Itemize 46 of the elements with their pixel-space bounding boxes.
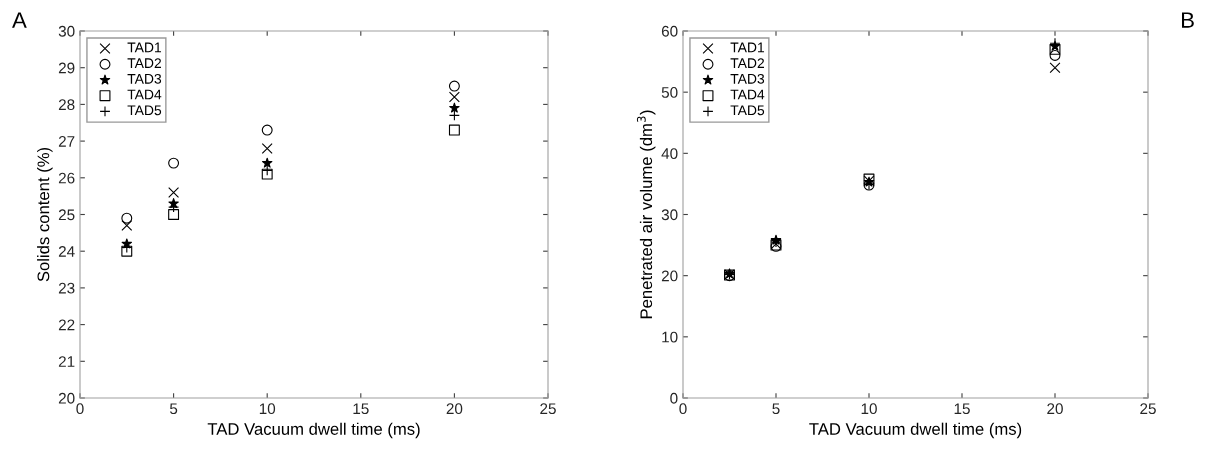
- x-tick-label: 15: [954, 403, 970, 415]
- y-tick-label: 23: [58, 282, 75, 294]
- x-tick-label: 0: [76, 403, 84, 415]
- legend-label: TAD1: [127, 42, 162, 53]
- text: A: [12, 12, 27, 28]
- y-tick-label: 60: [661, 25, 678, 37]
- legend-label: TAD3: [730, 73, 765, 84]
- legend-label: TAD5: [127, 105, 162, 116]
- y-tick-label: 21: [58, 356, 75, 367]
- x-tick-label: 5: [169, 403, 178, 415]
- legend-label: TAD2: [730, 58, 764, 68]
- x-axis-title: TAD Vacuum dwell time (ms): [207, 422, 420, 439]
- legend-label: TAD4: [730, 89, 765, 100]
- x-tick-label: 25: [1140, 403, 1156, 415]
- y-tick-label: 29: [58, 62, 75, 74]
- legend-label: TAD1: [730, 42, 765, 53]
- y-tick-label: 22: [58, 319, 75, 331]
- y-tick-label: 10: [662, 331, 678, 343]
- legend-label: TAD3: [127, 73, 162, 84]
- legend-label: TAD2: [127, 58, 161, 68]
- y-tick-label: 25: [58, 209, 75, 221]
- y-tick-label: 20: [661, 270, 678, 282]
- x-tick-label: 10: [861, 403, 877, 415]
- legend-label: TAD4: [127, 89, 162, 100]
- legend-label: TAD5: [730, 105, 765, 116]
- y-axis-title: Penetrated air volume (dm$^{3}$): [636, 110, 656, 319]
- y-tick-label: 50: [661, 87, 678, 98]
- x-tick-label: 20: [1047, 403, 1063, 415]
- y-tick-label: 27: [58, 135, 75, 147]
- y-tick-label: 40: [661, 148, 678, 160]
- y-tick-label: 30: [661, 209, 678, 221]
- x-tick-label: 5: [772, 403, 780, 415]
- text: B: [1182, 12, 1194, 28]
- x-tick-label: 15: [353, 403, 369, 415]
- x-tick-label: 10: [259, 403, 276, 415]
- x-tick-label: 20: [446, 403, 463, 415]
- y-tick-label: 28: [58, 99, 75, 111]
- x-tick-label: 25: [540, 403, 556, 415]
- y-tick-label: 0: [670, 392, 678, 404]
- y-tick-label: 24: [58, 246, 75, 257]
- x-axis-title: TAD Vacuum dwell time (ms): [809, 422, 1022, 439]
- y-axis-title: Solids content (%): [37, 147, 53, 282]
- x-tick-label: 0: [679, 403, 687, 415]
- y-tick-label: 30: [58, 25, 75, 37]
- y-tick-label: 20: [58, 392, 75, 404]
- y-tick-label: 26: [58, 172, 75, 184]
